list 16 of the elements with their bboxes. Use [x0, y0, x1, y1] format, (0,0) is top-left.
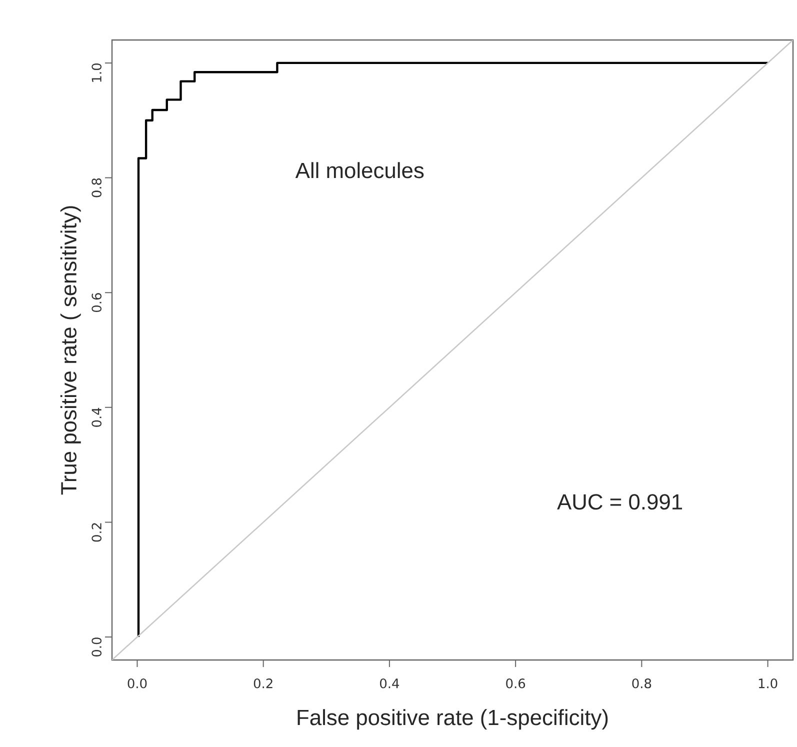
y-axis-title: True positive rate ( sensitivity) — [60, 206, 81, 495]
x-axis-title: False positive rate (1-specificity) — [298, 709, 608, 730]
x-tick-label: 0.8 — [632, 678, 652, 688]
x-tick-label: 1.0 — [758, 678, 778, 688]
y-tick-label: 0.8 — [92, 178, 102, 198]
x-tick-label: 0.0 — [128, 678, 147, 688]
annotation: All molecules — [295, 162, 424, 178]
annotation: AUC = 0.991 — [557, 494, 682, 510]
x-tick-label: 0.4 — [380, 678, 400, 688]
y-tick-label: 0.6 — [92, 293, 102, 312]
y-tick-label: 0.2 — [92, 523, 102, 542]
y-tick-label: 1.0 — [92, 64, 102, 82]
y-tick-label: 0.4 — [92, 408, 102, 427]
y-tick-label: 0.0 — [92, 638, 102, 656]
x-tick-label: 0.2 — [254, 678, 272, 688]
x-tick-label: 0.6 — [506, 678, 526, 688]
